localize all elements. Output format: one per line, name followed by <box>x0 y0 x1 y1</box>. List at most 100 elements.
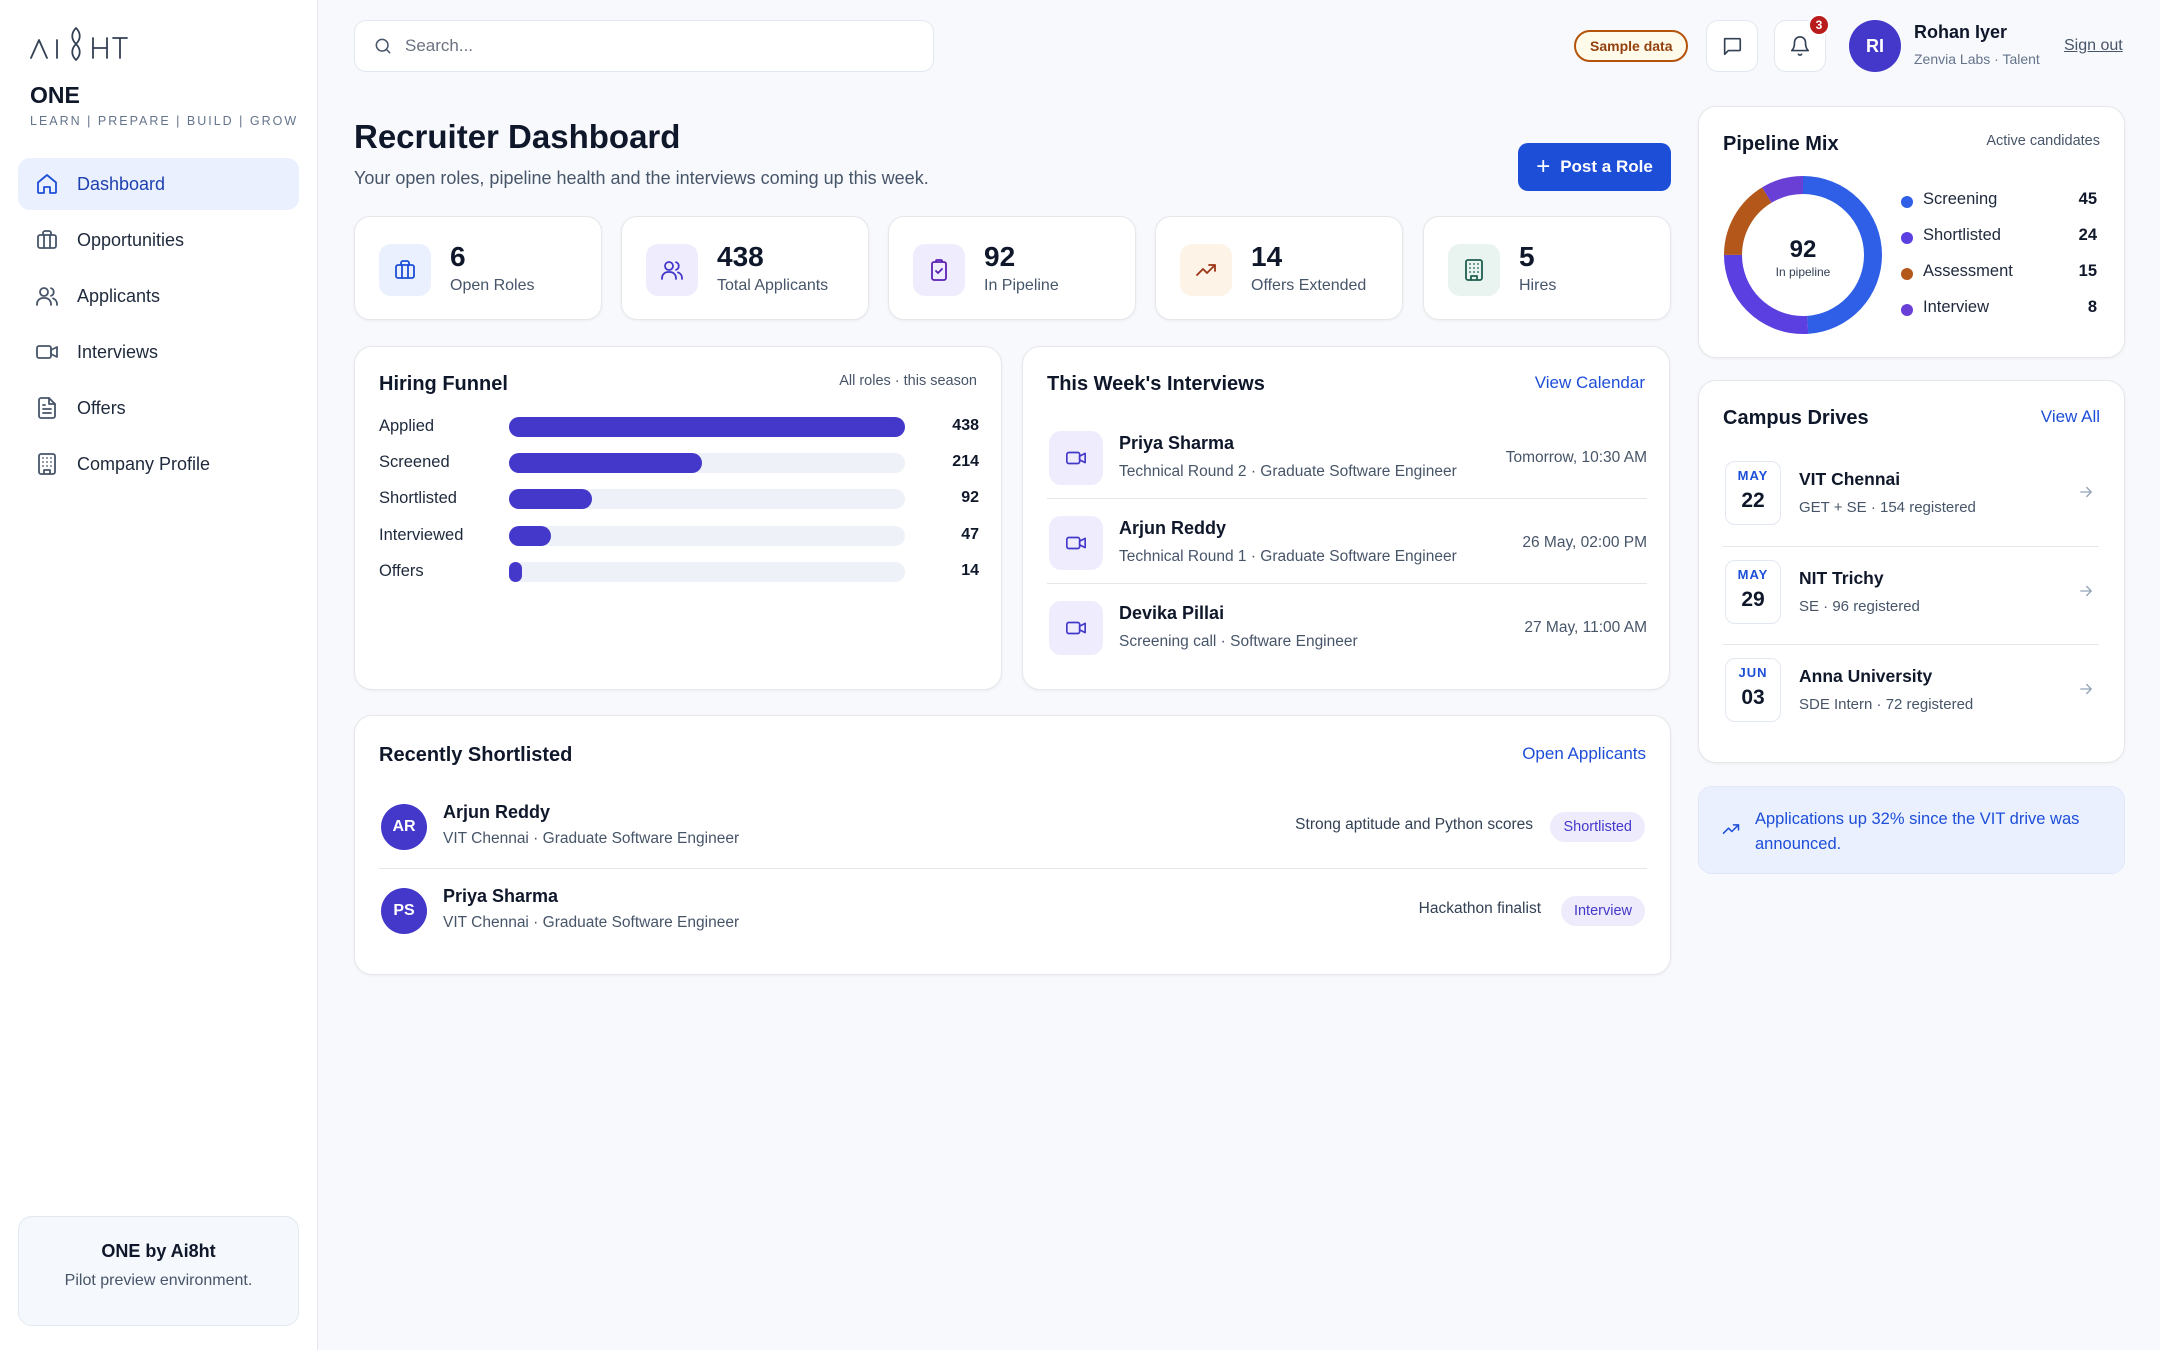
arrow-right-icon[interactable] <box>2077 483 2095 501</box>
video-icon <box>1066 621 1086 635</box>
sidebar-item-applicants[interactable]: Applicants <box>18 270 299 322</box>
date-badge: MAY 22 <box>1725 461 1781 525</box>
donut-total-label: In pipeline <box>1776 265 1831 279</box>
funnel-label: Interviewed <box>379 526 464 544</box>
ai8ht-logo[interactable] <box>29 24 129 64</box>
interview-row[interactable]: Devika Pillai Screening call · Software … <box>1047 589 1647 673</box>
card-title: Recently Shortlisted <box>379 744 573 766</box>
interview-row[interactable]: Priya Sharma Technical Round 2 · Graduat… <box>1047 419 1647 503</box>
page-title: Recruiter Dashboard <box>354 118 681 155</box>
stat-card-total-applicants[interactable]: 438 Total Applicants <box>621 216 869 320</box>
drive-name: VIT Chennai <box>1799 469 1901 489</box>
stat-value: 5 <box>1519 241 1535 272</box>
card-title: This Week's Interviews <box>1047 373 1265 395</box>
hiring-funnel-card: Hiring Funnel All roles · this season Ap… <box>354 346 1002 690</box>
search-input[interactable] <box>405 36 905 56</box>
sidebar-item-company-profile[interactable]: Company Profile <box>18 438 299 490</box>
sidebar-item-label: Company Profile <box>77 453 211 474</box>
legend-label: Interview <box>1923 298 1990 316</box>
trending-up-icon <box>1196 264 1216 276</box>
legend-label: Screening <box>1923 190 1998 208</box>
notifications-button[interactable] <box>1774 20 1826 72</box>
sidebar-item-label: Applicants <box>77 285 161 306</box>
sample-data-badge: Sample data <box>1574 30 1689 62</box>
arrow-right-icon[interactable] <box>2077 582 2095 600</box>
candidate-avatar: AR <box>381 804 427 850</box>
view-all-drives-link[interactable]: View All <box>2040 407 2100 426</box>
post-role-button[interactable]: + Post a Role <box>1518 143 1671 191</box>
open-applicants-link[interactable]: Open Applicants <box>1522 744 1646 763</box>
campus-drive-row[interactable]: MAY 29 NIT Trichy SE · 96 registered <box>1723 546 2099 644</box>
card-meta: Active candidates <box>1986 133 2100 149</box>
stat-value: 92 <box>984 241 1016 272</box>
campus-drive-row[interactable]: MAY 22 VIT Chennai GET + SE · 154 regist… <box>1723 447 2099 545</box>
funnel-bar <box>509 526 552 546</box>
search-bar[interactable] <box>354 20 934 72</box>
legend-row-interview: Interview 8 <box>1901 297 2097 321</box>
view-calendar-link[interactable]: View Calendar <box>1534 373 1645 392</box>
stat-icon-container <box>913 244 965 296</box>
status-badge: Interview <box>1560 896 1645 926</box>
interview-row[interactable]: Arjun Reddy Technical Round 1 · Graduate… <box>1047 504 1647 588</box>
shortlisted-row[interactable]: PS Priya Sharma VIT Chennai · Graduate S… <box>379 868 1647 952</box>
page-subtitle: Your open roles, pipeline health and the… <box>354 168 929 188</box>
pipeline-mix-card: Pipeline Mix Active candidates 92 In pip… <box>1698 106 2125 358</box>
candidate-avatar: PS <box>381 888 427 934</box>
date-day: 29 <box>1741 588 1765 611</box>
funnel-bar <box>509 562 522 582</box>
divider <box>1723 546 2099 547</box>
drive-detail: SDE Intern · 72 registered <box>1799 696 1974 713</box>
stat-card-open-roles[interactable]: 6 Open Roles <box>354 216 602 320</box>
campus-drive-row[interactable]: JUN 03 Anna University SDE Intern · 72 r… <box>1723 644 2099 742</box>
candidate-name: Priya Sharma <box>443 886 559 906</box>
trending-up-icon <box>1722 824 1740 834</box>
briefcase-icon <box>37 230 57 249</box>
candidate-note: Strong aptitude and Python scores <box>1295 816 1533 833</box>
funnel-row: Applied 438 <box>379 415 979 441</box>
card-title: Campus Drives <box>1723 407 1869 429</box>
donut-segment-interview <box>1724 176 1882 334</box>
sidebar-item-interviews[interactable]: Interviews <box>18 326 299 378</box>
stat-card-offers-extended[interactable]: 14 Offers Extended <box>1155 216 1403 320</box>
funnel-bar <box>509 489 593 509</box>
funnel-bar <box>509 453 703 473</box>
legend-dot <box>1901 268 1913 280</box>
shortlisted-row[interactable]: AR Arjun Reddy VIT Chennai · Graduate So… <box>379 784 1647 868</box>
funnel-label: Applied <box>379 417 435 435</box>
stat-card-hires[interactable]: 5 Hires <box>1423 216 1671 320</box>
candidate-name: Devika Pillai <box>1119 603 1225 623</box>
messages-button[interactable] <box>1706 20 1758 72</box>
status-badge: Shortlisted <box>1550 812 1645 842</box>
sidebar-item-offers[interactable]: Offers <box>18 382 299 434</box>
stat-label: Offers Extended <box>1251 277 1367 294</box>
home-icon <box>37 174 57 194</box>
interview-time: 26 May, 02:00 PM <box>1522 534 1647 551</box>
pipeline-donut-chart: 92 In pipeline <box>1724 176 1882 334</box>
legend-label: Assessment <box>1923 262 2013 280</box>
divider <box>379 868 1647 869</box>
stat-card-in-pipeline[interactable]: 92 In Pipeline <box>888 216 1136 320</box>
sidebar-item-opportunities[interactable]: Opportunities <box>18 214 299 266</box>
recently-shortlisted-card: Recently Shortlisted Open Applicants AR … <box>354 715 1671 975</box>
funnel-row: Shortlisted 92 <box>379 487 979 513</box>
card-title: Pipeline Mix <box>1723 133 1839 155</box>
candidate-detail: VIT Chennai · Graduate Software Engineer <box>443 914 740 931</box>
legend-label: Shortlisted <box>1923 226 2001 244</box>
user-organization: Zenvia Labs · Talent <box>1914 51 2040 67</box>
sidebar-item-dashboard[interactable]: Dashboard <box>18 158 299 210</box>
video-call-icon-container <box>1049 516 1103 570</box>
legend-value: 45 <box>2078 190 2097 208</box>
funnel-bar <box>509 417 905 437</box>
sign-out-link[interactable]: Sign out <box>2064 37 2123 54</box>
funnel-value: 47 <box>961 526 979 543</box>
user-avatar[interactable]: RI <box>1849 20 1901 72</box>
funnel-value: 14 <box>961 562 979 579</box>
environment-text: Pilot preview environment. <box>64 1272 253 1289</box>
video-call-icon-container <box>1049 431 1103 485</box>
stat-label: Open Roles <box>450 277 535 294</box>
legend-row-assessment: Assessment 15 <box>1901 261 2097 285</box>
stat-value: 438 <box>717 241 764 272</box>
arrow-right-icon[interactable] <box>2077 680 2095 698</box>
video-icon <box>1066 536 1086 550</box>
environment-card: ONE by Ai8ht Pilot preview environment. <box>18 1216 299 1326</box>
